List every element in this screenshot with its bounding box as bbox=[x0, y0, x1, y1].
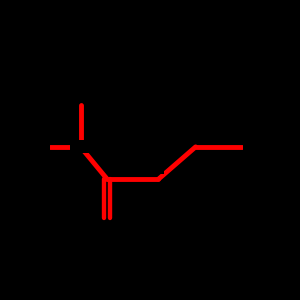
Text: OH: OH bbox=[73, 88, 88, 97]
Text: CH₃: CH₃ bbox=[29, 142, 48, 152]
Text: O: O bbox=[154, 163, 162, 172]
Text: CH₂: CH₂ bbox=[187, 131, 205, 140]
Text: O: O bbox=[103, 226, 111, 235]
Text: CH: CH bbox=[72, 142, 86, 152]
Text: CH₃: CH₃ bbox=[244, 142, 263, 152]
